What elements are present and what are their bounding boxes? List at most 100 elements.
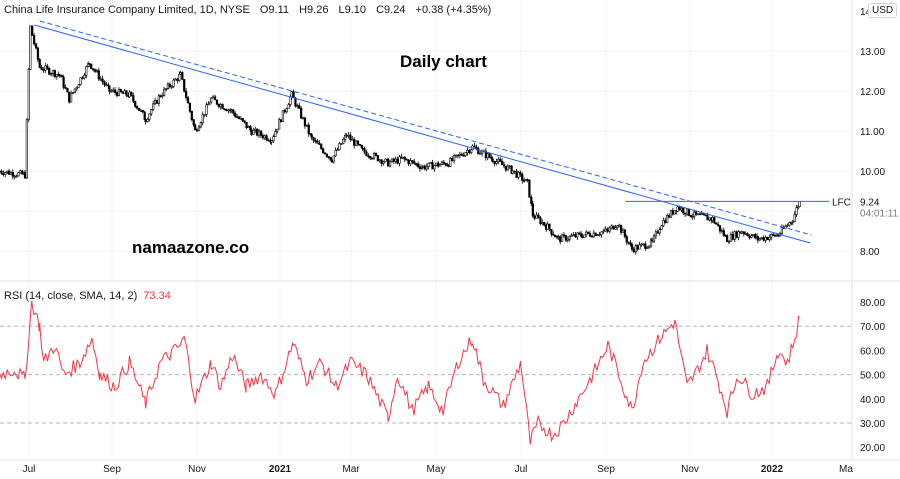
price-tick-label: 14: [860, 7, 872, 18]
candle: [97, 70, 100, 80]
candle: [568, 235, 571, 240]
candle: [644, 243, 647, 249]
candle: [466, 149, 469, 154]
candle: [691, 216, 694, 218]
candle: [581, 235, 584, 238]
candle: [307, 124, 310, 135]
candle: [418, 166, 422, 169]
candle: [625, 236, 628, 243]
candle: [752, 234, 755, 237]
candle: [130, 91, 133, 96]
candle: [742, 231, 745, 234]
candle: [608, 227, 611, 232]
candle: [150, 109, 153, 115]
rsi-line: [0, 300, 800, 445]
candle: [217, 103, 220, 108]
candle: [312, 137, 315, 141]
candle: [438, 164, 442, 167]
candle: [161, 95, 164, 97]
candle: [491, 158, 494, 162]
candle: [31, 25, 34, 36]
candle: [79, 77, 82, 85]
symbol-name[interactable]: China Life Insurance Company Limited, 1D…: [4, 4, 250, 16]
candle: [197, 126, 201, 132]
candle: [413, 161, 416, 164]
candle: [616, 225, 619, 229]
candle: [382, 161, 385, 164]
candle: [232, 109, 235, 114]
candle: [502, 164, 506, 167]
candle: [60, 74, 63, 78]
candle: [504, 165, 508, 171]
candle: [519, 171, 522, 175]
candle: [259, 130, 263, 136]
candle: [114, 89, 117, 93]
candle: [462, 154, 465, 157]
candle: [726, 235, 729, 243]
candle: [576, 232, 579, 238]
candle: [179, 72, 182, 75]
candle: [157, 95, 160, 104]
candle: [449, 158, 452, 167]
candle: [212, 96, 215, 99]
candle: [479, 152, 482, 155]
candle: [21, 170, 24, 175]
currency-button[interactable]: USD: [868, 3, 898, 18]
candle: [493, 161, 496, 164]
candle: [205, 104, 208, 115]
rsi-legend[interactable]: RSI (14, close, SMA, 14, 2) 73.34: [4, 290, 171, 302]
candle: [513, 170, 516, 173]
candle: [748, 235, 751, 238]
candle: [19, 170, 22, 174]
high-value: H9.26: [299, 4, 329, 16]
candle: [704, 214, 707, 217]
candle: [298, 105, 301, 109]
candle: [421, 165, 425, 168]
candle: [427, 162, 430, 167]
candle: [612, 225, 615, 230]
candle: [372, 153, 376, 159]
candle: [647, 245, 651, 249]
candle: [566, 238, 569, 241]
candle: [517, 171, 520, 178]
candle: [475, 146, 478, 149]
candle: [287, 104, 290, 109]
candle: [85, 66, 88, 76]
candle: [523, 180, 526, 182]
candle: [786, 224, 789, 227]
candle: [440, 161, 444, 165]
candle: [81, 77, 84, 79]
candle: [340, 143, 343, 145]
candle: [50, 73, 53, 75]
candle: [344, 134, 347, 140]
candle: [780, 227, 783, 235]
candle: [358, 143, 361, 146]
time-tick-label: May: [427, 464, 446, 475]
candle: [621, 229, 625, 233]
candle: [669, 210, 673, 218]
candle: [656, 231, 659, 234]
candle: [254, 128, 257, 131]
candle: [46, 65, 49, 69]
candle: [468, 149, 471, 153]
candle: [132, 95, 135, 102]
candle: [477, 148, 480, 155]
open-value: O9.11: [259, 4, 290, 16]
candle: [380, 159, 383, 164]
time-tick-label: 2021: [269, 464, 292, 475]
candle: [92, 68, 95, 71]
price-tick-label: 12.00: [860, 87, 885, 98]
candle: [684, 212, 687, 215]
candle: [388, 161, 392, 167]
trendline: [39, 20, 812, 236]
candle: [185, 90, 188, 99]
candle: [239, 118, 242, 120]
candle: [454, 154, 458, 157]
candle: [435, 162, 438, 166]
candle: [533, 215, 536, 219]
candle: [642, 243, 645, 246]
candle: [90, 63, 93, 69]
candle: [727, 241, 731, 243]
candle: [29, 25, 32, 70]
